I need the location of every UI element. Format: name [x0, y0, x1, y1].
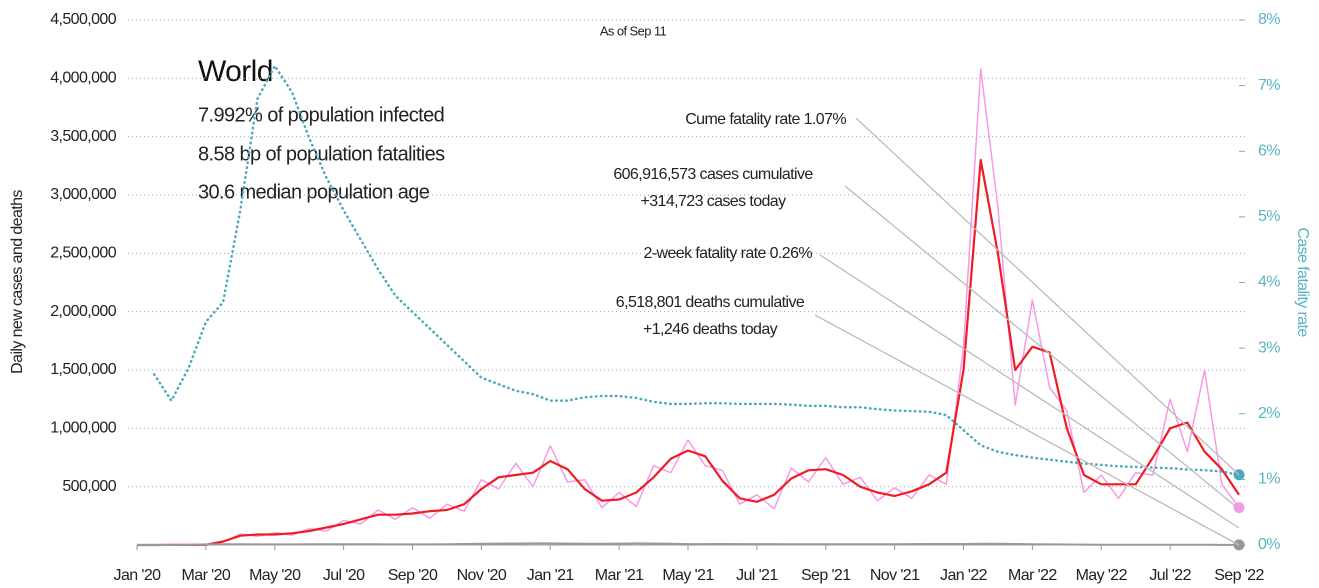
y-tick-label: 3,000,000: [50, 186, 116, 203]
x-tick-label: May '22: [1076, 567, 1128, 584]
x-tick-label: Nov '20: [457, 567, 507, 584]
y2-tick-label: 6%: [1258, 142, 1280, 159]
end-marker: [1233, 502, 1245, 514]
annotation: 2-week fatality rate 0.26%: [644, 245, 813, 262]
leader-line: [819, 254, 1240, 529]
series-line: [137, 542, 1239, 546]
info-line: 30.6 median population age: [198, 181, 430, 203]
y2-tick-label: 7%: [1258, 77, 1280, 94]
info-line: 8.58 bp of population fatalities: [198, 143, 445, 165]
y-tick-label: 1,000,000: [50, 420, 116, 437]
annotation: 6,518,801 deaths cumulative: [616, 294, 805, 311]
y2-tick-label: 3%: [1258, 339, 1280, 356]
x-tick-label: Jul '20: [323, 567, 365, 584]
y2-tick-label: 1%: [1258, 471, 1280, 488]
info-title: World: [198, 55, 273, 88]
x-tick-label: Sep '22: [1214, 567, 1264, 584]
annotation: +314,723 cases today: [640, 193, 786, 210]
y2-tick-label: 2%: [1258, 405, 1280, 422]
x-tick-label: Jan '21: [527, 567, 575, 584]
x-tick-label: Jul '22: [1149, 567, 1191, 584]
x-tick-label: Jul '21: [736, 567, 778, 584]
subtitle: As of Sep 11: [600, 23, 667, 38]
y2-tick-label: 4%: [1258, 274, 1280, 291]
x-tick-label: Sep '20: [388, 567, 438, 584]
x-tick-label: Nov '21: [870, 567, 920, 584]
leader-line: [814, 314, 1240, 546]
y-tick-label: 500,000: [62, 478, 116, 495]
x-tick-label: May '20: [249, 567, 301, 584]
leader-line: [855, 117, 1240, 476]
x-tick-label: Jan '22: [940, 567, 988, 584]
y-axis-label: Daily new cases and deaths: [9, 190, 26, 374]
y-tick-label: 2,000,000: [50, 303, 116, 320]
y-tick-label: 3,500,000: [50, 128, 116, 145]
y2-axis-label: Case fatality rate: [1294, 227, 1311, 337]
y-tick-label: 2,500,000: [50, 245, 116, 262]
info-line: 7.992% of population infected: [198, 104, 444, 126]
x-tick-label: May '21: [662, 567, 714, 584]
series-line: [137, 68, 1240, 546]
y-tick-label: 4,000,000: [50, 70, 116, 87]
y-tick-label: 4,500,000: [50, 11, 116, 28]
annotation: 606,916,573 cases cumulative: [613, 166, 813, 183]
y-tick-label: 1,500,000: [50, 361, 116, 378]
leader-line: [844, 185, 1240, 510]
x-tick-label: Mar '22: [1008, 567, 1057, 584]
annotation: +1,246 deaths today: [643, 321, 778, 338]
series-line: [152, 64, 1241, 477]
x-tick-label: Mar '20: [182, 567, 231, 584]
y2-tick-label: 0%: [1258, 536, 1280, 553]
x-tick-label: Mar '21: [595, 567, 644, 584]
annotation: Cume fatality rate 1.07%: [685, 111, 846, 128]
x-tick-label: Jan '20: [114, 567, 162, 584]
y2-tick-label: 5%: [1258, 208, 1280, 225]
y2-tick-label: 8%: [1258, 11, 1280, 28]
series-line: [137, 158, 1240, 547]
x-tick-label: Sep '21: [801, 567, 851, 584]
